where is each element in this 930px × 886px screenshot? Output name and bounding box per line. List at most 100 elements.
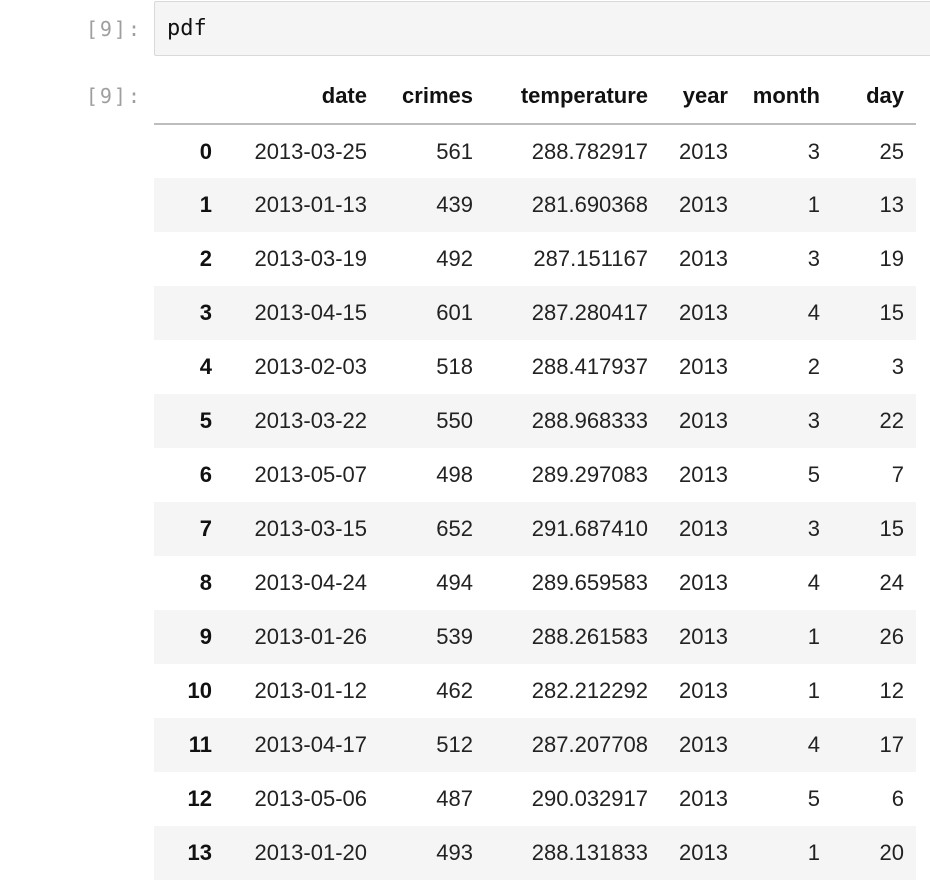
cell-temperature: 282.212292 bbox=[531, 678, 648, 703]
cell-year: 2013 bbox=[679, 246, 728, 271]
cell-temperature: 288.968333 bbox=[531, 408, 648, 433]
cell-month: 5 bbox=[807, 786, 820, 811]
cell-date: 2013-05-07 bbox=[254, 462, 367, 487]
cell-crimes: 498 bbox=[436, 462, 473, 487]
cell-year: 2013 bbox=[679, 678, 728, 703]
cell-day: 6 bbox=[891, 786, 904, 811]
row-index: 5 bbox=[199, 408, 212, 433]
row-index: 1 bbox=[199, 192, 212, 217]
cell-date: 2013-04-17 bbox=[254, 732, 367, 757]
cell-date: 2013-01-26 bbox=[254, 624, 367, 649]
cell-crimes: 493 bbox=[436, 840, 473, 865]
cell-temperature: 281.690368 bbox=[531, 192, 648, 217]
cell-year: 2013 bbox=[679, 840, 728, 865]
cell-crimes: 601 bbox=[436, 300, 473, 325]
table-row: 11 2013-04-17 512 287.207708 2013 4 17 bbox=[154, 718, 916, 772]
table-row: 7 2013-03-15 652 291.687410 2013 3 15 bbox=[154, 502, 916, 556]
cell-date: 2013-03-22 bbox=[254, 408, 367, 433]
cell-day: 25 bbox=[879, 138, 904, 164]
table-row: 8 2013-04-24 494 289.659583 2013 4 24 bbox=[154, 556, 916, 610]
cell-crimes: 561 bbox=[436, 138, 473, 164]
row-index: 12 bbox=[187, 786, 212, 811]
table-body: 0 2013-03-25 561 288.782917 2013 3 25 1 2013-01-… bbox=[154, 124, 916, 880]
cell-month: 2 bbox=[807, 354, 820, 379]
cell-temperature: 288.782917 bbox=[531, 138, 648, 164]
cell-crimes: 539 bbox=[436, 624, 473, 649]
cell-year: 2013 bbox=[679, 138, 728, 164]
cell-temperature: 291.687410 bbox=[531, 516, 648, 541]
cell-crimes: 494 bbox=[436, 570, 473, 595]
input-prompt: [9]: bbox=[85, 17, 142, 41]
cell-date: 2013-03-15 bbox=[254, 516, 367, 541]
column-header-year: year bbox=[660, 68, 740, 125]
row-index: 9 bbox=[199, 624, 212, 649]
cell-temperature: 287.151167 bbox=[533, 246, 648, 271]
cell-year: 2013 bbox=[679, 786, 728, 811]
row-index: 4 bbox=[199, 354, 212, 379]
cell-temperature: 289.297083 bbox=[531, 462, 648, 487]
cell-date: 2013-03-25 bbox=[254, 138, 367, 164]
cell-crimes: 487 bbox=[436, 786, 473, 811]
cell-month: 1 bbox=[807, 678, 820, 703]
cell-crimes: 462 bbox=[436, 678, 473, 703]
cell-year: 2013 bbox=[679, 570, 728, 595]
cell-date: 2013-02-03 bbox=[254, 354, 367, 379]
cell-temperature: 288.417937 bbox=[531, 354, 648, 379]
table-row: 13 2013-01-20 493 288.131833 2013 1 20 bbox=[154, 826, 916, 880]
cell-year: 2013 bbox=[679, 516, 728, 541]
output-prompt: [9]: bbox=[85, 84, 142, 108]
row-index: 11 bbox=[188, 732, 212, 757]
cell-month: 1 bbox=[807, 624, 820, 649]
table-row: 9 2013-01-26 539 288.261583 2013 1 26 bbox=[154, 610, 916, 664]
cell-month: 3 bbox=[807, 408, 820, 433]
cell-day: 7 bbox=[891, 462, 904, 487]
row-index: 8 bbox=[199, 570, 212, 595]
dataframe-table: date crimes temperature year month day 0… bbox=[154, 68, 916, 880]
cell-day: 20 bbox=[879, 840, 904, 865]
table-row: 0 2013-03-25 561 288.782917 2013 3 25 bbox=[154, 124, 916, 178]
column-header-index bbox=[154, 68, 224, 125]
cell-month: 3 bbox=[807, 246, 820, 271]
table-header-row: date crimes temperature year month day bbox=[154, 68, 916, 125]
table-row: 1 2013-01-13 439 281.690368 2013 1 13 bbox=[154, 178, 916, 232]
row-index: 0 bbox=[199, 138, 212, 164]
cell-temperature: 287.280417 bbox=[531, 300, 648, 325]
cell-temperature: 288.131833 bbox=[531, 840, 648, 865]
cell-day: 19 bbox=[879, 246, 904, 271]
cell-temperature: 289.659583 bbox=[531, 570, 648, 595]
column-header-month: month bbox=[740, 68, 832, 125]
cell-crimes: 652 bbox=[436, 516, 473, 541]
row-index: 2 bbox=[199, 246, 212, 271]
cell-date: 2013-04-24 bbox=[254, 570, 367, 595]
cell-crimes: 512 bbox=[436, 732, 473, 757]
cell-day: 13 bbox=[879, 192, 904, 217]
cell-crimes: 439 bbox=[436, 192, 473, 217]
cell-crimes: 518 bbox=[436, 354, 473, 379]
cell-year: 2013 bbox=[679, 192, 728, 217]
cell-temperature: 288.261583 bbox=[531, 624, 648, 649]
row-index: 10 bbox=[187, 678, 212, 703]
cell-year: 2013 bbox=[679, 462, 728, 487]
cell-month: 5 bbox=[807, 462, 820, 487]
cell-day: 22 bbox=[879, 408, 904, 433]
cell-date: 2013-05-06 bbox=[254, 786, 367, 811]
cell-day: 17 bbox=[879, 732, 904, 757]
row-index: 6 bbox=[199, 462, 212, 487]
cell-month: 1 bbox=[807, 840, 820, 865]
cell-month: 4 bbox=[807, 300, 820, 325]
column-header-date: date bbox=[224, 68, 379, 125]
cell-date: 2013-01-13 bbox=[254, 192, 367, 217]
column-header-crimes: crimes bbox=[379, 68, 485, 125]
row-index: 7 bbox=[199, 516, 212, 541]
cell-day: 26 bbox=[879, 624, 904, 649]
cell-day: 12 bbox=[879, 678, 904, 703]
row-index: 3 bbox=[199, 300, 212, 325]
cell-temperature: 290.032917 bbox=[531, 786, 648, 811]
code-input-cell[interactable]: pdf bbox=[154, 1, 930, 56]
cell-year: 2013 bbox=[679, 732, 728, 757]
cell-crimes: 550 bbox=[436, 408, 473, 433]
cell-date: 2013-01-20 bbox=[254, 840, 367, 865]
cell-month: 3 bbox=[807, 516, 820, 541]
cell-month: 4 bbox=[807, 570, 820, 595]
cell-date: 2013-01-12 bbox=[254, 678, 367, 703]
